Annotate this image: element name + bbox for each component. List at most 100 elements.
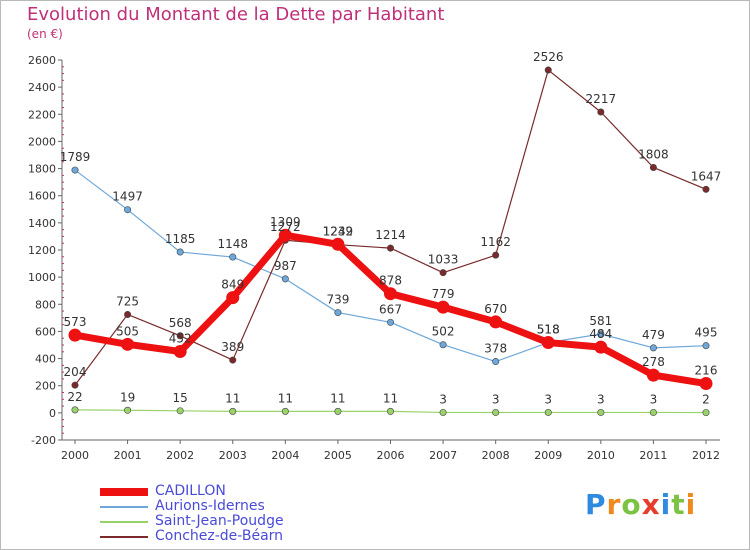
data-point [492, 251, 500, 259]
y-tick-label: 1000 [28, 271, 56, 284]
data-point [229, 407, 237, 415]
data-label: 15 [173, 391, 188, 405]
y-tick-label: 0 [49, 407, 56, 420]
x-tick-label: 2003 [219, 449, 247, 462]
data-label: 2217 [586, 92, 617, 106]
data-label: 987 [274, 259, 297, 273]
data-label: 725 [116, 294, 139, 308]
data-point [121, 337, 135, 351]
y-tick-label: 2600 [28, 54, 56, 67]
y-tick-label: 200 [35, 380, 56, 393]
x-tick-label: 2009 [534, 449, 562, 462]
data-point [334, 407, 342, 415]
legend-label: Saint-Jean-Poudge [155, 513, 284, 529]
data-point [173, 345, 187, 359]
data-point [229, 253, 237, 261]
y-tick-label: 400 [35, 353, 56, 366]
y-tick-label: 2400 [28, 81, 56, 94]
data-label: 389 [221, 340, 244, 354]
data-label: 2526 [533, 50, 564, 64]
data-label: 739 [326, 293, 349, 307]
data-point [124, 206, 132, 214]
data-point [439, 269, 447, 277]
data-point [439, 341, 447, 349]
y-tick-label: 1200 [28, 244, 56, 257]
data-point [176, 248, 184, 256]
data-point [386, 318, 394, 326]
y-tick-label: 600 [35, 325, 56, 338]
data-label: 878 [379, 274, 402, 288]
data-label: 505 [116, 324, 139, 338]
legend-swatch [100, 536, 148, 538]
y-tick-label: 1400 [28, 217, 56, 230]
data-label: 518 [537, 323, 560, 337]
data-label: 1789 [60, 150, 91, 164]
logo-letter: P [585, 488, 607, 521]
data-label: 1162 [480, 235, 511, 249]
y-tick-label: 2000 [28, 135, 56, 148]
legend-swatch [100, 488, 148, 496]
logo-letter: o [621, 488, 642, 521]
data-label: 204 [64, 365, 87, 379]
data-label: 1647 [691, 169, 722, 183]
x-tick-label: 2011 [639, 449, 667, 462]
data-label: 11 [225, 391, 240, 405]
data-point [71, 166, 79, 174]
x-tick-label: 2002 [166, 449, 194, 462]
data-point [649, 163, 657, 171]
data-point [334, 309, 342, 317]
data-label: 22 [67, 390, 82, 404]
data-point [544, 66, 552, 74]
data-point [702, 342, 710, 350]
proxiti-logo: Proxiti [585, 488, 696, 521]
x-tick-label: 2007 [429, 449, 457, 462]
x-tick-label: 2005 [324, 449, 352, 462]
data-point [281, 275, 289, 283]
logo-letter: i [660, 488, 672, 521]
data-label: 670 [484, 302, 507, 316]
data-label: 1148 [217, 237, 248, 251]
data-point [492, 408, 500, 416]
data-label: 11 [383, 391, 398, 405]
logo-letter: t [671, 488, 686, 521]
legend-label: Conchez-de-Béarn [155, 528, 284, 544]
data-label: 378 [484, 342, 507, 356]
data-label: 19 [120, 390, 135, 404]
legend-label: Aurions-Idernes [155, 498, 265, 514]
data-label: 1309 [270, 215, 301, 229]
x-tick-label: 2008 [482, 449, 510, 462]
logo-letter: x [641, 488, 661, 521]
data-label: 484 [589, 327, 612, 341]
data-label: 3 [650, 392, 658, 406]
x-tick-label: 2006 [377, 449, 405, 462]
legend-swatch [100, 521, 148, 523]
data-point [176, 332, 184, 340]
data-point [384, 287, 397, 301]
data-label: 518 [537, 323, 560, 337]
x-tick-label: 2004 [271, 449, 299, 462]
data-label: 1033 [428, 253, 459, 267]
data-point [124, 310, 132, 318]
data-label: 1272 [270, 220, 301, 234]
data-label: 11 [278, 391, 293, 405]
y-tick-label: 1800 [28, 163, 56, 176]
data-point [124, 406, 132, 414]
legend-swatch [100, 506, 148, 508]
data-label: 1497 [112, 190, 143, 204]
logo-letter: i [685, 488, 697, 521]
data-point [281, 407, 289, 415]
chart-title: Evolution du Montant de la Dette par Hab… [27, 4, 445, 25]
logo-letter: r [606, 488, 622, 521]
data-label: 495 [695, 326, 718, 340]
x-tick-label: 2001 [114, 449, 142, 462]
data-point [541, 336, 555, 350]
data-label: 452 [169, 332, 192, 346]
data-point [594, 340, 608, 354]
data-point [702, 185, 710, 193]
y-tick-label: -200 [31, 434, 56, 447]
data-label: 1242 [323, 224, 354, 238]
data-point [492, 358, 500, 366]
data-label: 568 [169, 316, 192, 330]
data-point [597, 408, 605, 416]
